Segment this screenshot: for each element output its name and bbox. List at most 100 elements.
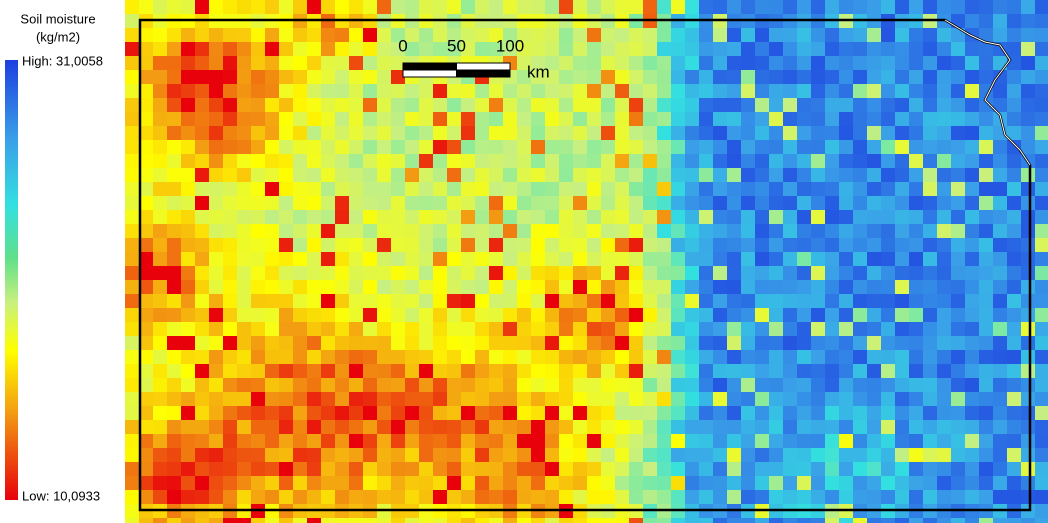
raster-cell: [881, 280, 895, 294]
raster-cell: [321, 210, 335, 224]
raster-cell: [153, 308, 167, 322]
raster-cell: [433, 392, 447, 406]
raster-cell: [783, 364, 797, 378]
raster-cell: [769, 56, 783, 70]
raster-cell: [601, 28, 615, 42]
raster-cell: [419, 322, 433, 336]
raster-cell: [573, 126, 587, 140]
raster-cell: [349, 56, 363, 70]
raster-cell: [335, 294, 349, 308]
raster-cell: [419, 154, 433, 168]
raster-cell: [685, 406, 699, 420]
raster-cell: [643, 196, 657, 210]
raster-cell: [377, 420, 391, 434]
raster-cell: [797, 28, 811, 42]
raster-cell: [783, 434, 797, 448]
raster-cell: [811, 182, 825, 196]
raster-cell: [293, 0, 307, 14]
raster-cell: [167, 42, 181, 56]
raster-cell: [419, 0, 433, 14]
raster-cell: [447, 406, 461, 420]
raster-cell: [545, 154, 559, 168]
raster-cell: [1007, 378, 1021, 392]
raster-cell: [531, 224, 545, 238]
raster-cell: [153, 420, 167, 434]
raster-cell: [279, 182, 293, 196]
raster-cell: [461, 364, 475, 378]
raster-cell: [601, 112, 615, 126]
raster-cell: [475, 168, 489, 182]
raster-cell: [181, 406, 195, 420]
raster-cell: [853, 0, 867, 14]
raster-cell: [321, 350, 335, 364]
map-view: Soil moisture (kg/m2) High: 31,0058 Low:…: [0, 0, 1048, 523]
raster-cell: [923, 168, 937, 182]
raster-cell: [391, 98, 405, 112]
raster-cell: [167, 420, 181, 434]
raster-cell: [377, 210, 391, 224]
raster-cell: [727, 448, 741, 462]
raster-cell: [125, 420, 139, 434]
raster-cell: [643, 294, 657, 308]
raster-cell: [755, 56, 769, 70]
raster-cell: [1035, 378, 1048, 392]
raster-cell: [657, 126, 671, 140]
raster-cell: [811, 462, 825, 476]
raster-cell: [167, 294, 181, 308]
raster-cell: [125, 378, 139, 392]
raster-cell: [461, 420, 475, 434]
raster-cell: [559, 350, 573, 364]
raster-cell: [461, 476, 475, 490]
raster-cell: [853, 154, 867, 168]
raster-cell: [223, 350, 237, 364]
raster-cell: [531, 238, 545, 252]
raster-cell: [251, 28, 265, 42]
raster-cell: [965, 364, 979, 378]
raster-cell: [433, 28, 447, 42]
raster-cell: [335, 224, 349, 238]
raster-cell: [153, 182, 167, 196]
raster-cell: [699, 364, 713, 378]
raster-cell: [475, 308, 489, 322]
raster-cell: [699, 0, 713, 14]
raster-cell: [293, 28, 307, 42]
raster-cell: [685, 336, 699, 350]
raster-cell: [363, 518, 377, 523]
raster-cell: [909, 154, 923, 168]
raster-cell: [657, 490, 671, 504]
raster-cell: [937, 280, 951, 294]
raster-cell: [559, 42, 573, 56]
raster-cell: [811, 224, 825, 238]
raster-cell: [993, 182, 1007, 196]
raster-cell: [517, 364, 531, 378]
raster-cell: [181, 378, 195, 392]
raster-cell: [769, 364, 783, 378]
raster-cell: [839, 42, 853, 56]
raster-cell: [321, 364, 335, 378]
raster-cell: [391, 238, 405, 252]
raster-cell: [1021, 168, 1035, 182]
raster-cell: [1035, 420, 1048, 434]
raster-cell: [881, 308, 895, 322]
raster-cell: [195, 196, 209, 210]
raster-cell: [391, 196, 405, 210]
raster-cell: [755, 336, 769, 350]
raster-cell: [839, 112, 853, 126]
raster-cell: [167, 196, 181, 210]
raster-cell: [657, 294, 671, 308]
raster-cell: [587, 434, 601, 448]
raster-cell: [587, 308, 601, 322]
raster-cell: [433, 322, 447, 336]
raster-cell: [923, 28, 937, 42]
raster-cell: [363, 126, 377, 140]
raster-cell: [741, 350, 755, 364]
raster-cell: [685, 28, 699, 42]
raster-cell: [601, 490, 615, 504]
raster-cell: [517, 336, 531, 350]
raster-cell: [713, 518, 727, 523]
raster-cell: [909, 126, 923, 140]
raster-cell: [587, 420, 601, 434]
raster-cell: [503, 308, 517, 322]
raster-cell: [951, 56, 965, 70]
raster-cell: [825, 56, 839, 70]
